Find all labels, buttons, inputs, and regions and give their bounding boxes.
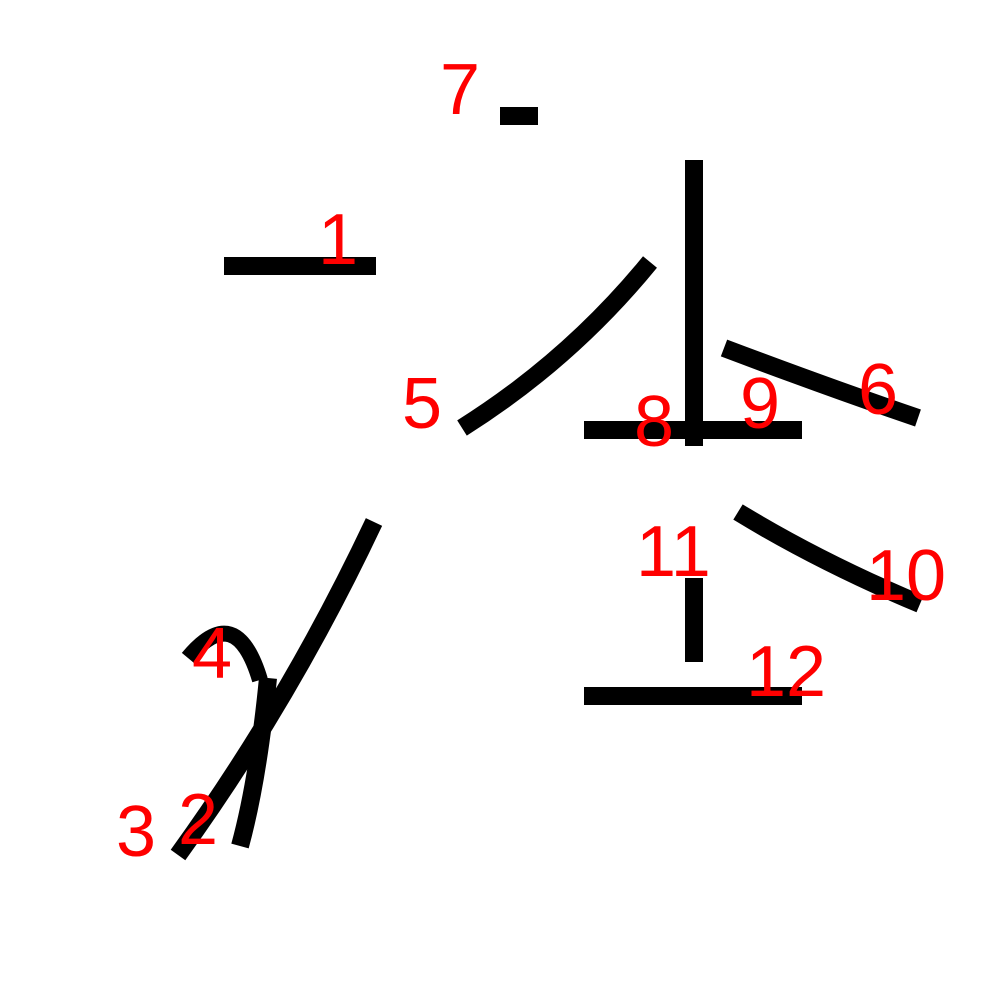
stroke-group — [170, 107, 924, 861]
stroke-8-label: 8 — [634, 382, 674, 462]
stroke-2-label: 2 — [178, 780, 218, 860]
stroke-7-label: 7 — [440, 50, 480, 130]
stroke-10-label: 10 — [866, 536, 946, 616]
stroke-12-label: 12 — [746, 632, 826, 712]
stroke-3-label: 3 — [116, 792, 156, 872]
stroke-11-label: 11 — [636, 512, 711, 592]
stroke-10 — [733, 504, 924, 613]
stroke-1-label: 1 — [318, 200, 358, 280]
stroke-6-label: 6 — [858, 350, 898, 430]
stroke-3 — [170, 518, 383, 861]
stroke-4 — [181, 625, 268, 683]
stroke-5 — [457, 256, 657, 436]
stroke-2 — [231, 677, 277, 849]
stroke-4-label: 4 — [192, 614, 232, 694]
stroke-5-label: 5 — [402, 364, 442, 444]
stroke-6 — [720, 339, 921, 427]
label-group: 1 2 3 4 5 6 7 8 9 10 11 12 — [116, 50, 946, 872]
stroke-9-label: 9 — [740, 364, 780, 444]
